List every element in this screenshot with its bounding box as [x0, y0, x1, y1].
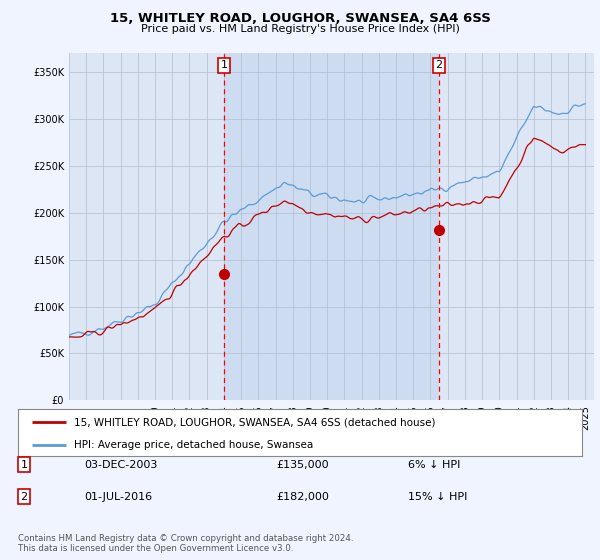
Text: 15% ↓ HPI: 15% ↓ HPI [408, 492, 467, 502]
Text: 1: 1 [20, 460, 28, 470]
Text: 2: 2 [20, 492, 28, 502]
Text: 03-DEC-2003: 03-DEC-2003 [84, 460, 157, 470]
Text: 1: 1 [220, 60, 227, 71]
Text: Price paid vs. HM Land Registry's House Price Index (HPI): Price paid vs. HM Land Registry's House … [140, 24, 460, 34]
Bar [224, 53, 439, 400]
Text: 15, WHITLEY ROAD, LOUGHOR, SWANSEA, SA4 6SS (detached house): 15, WHITLEY ROAD, LOUGHOR, SWANSEA, SA4 … [74, 417, 436, 427]
Text: 15, WHITLEY ROAD, LOUGHOR, SWANSEA, SA4 6SS: 15, WHITLEY ROAD, LOUGHOR, SWANSEA, SA4 … [110, 12, 490, 25]
Text: £182,000: £182,000 [276, 492, 329, 502]
Text: 2: 2 [436, 60, 443, 71]
Text: Contains HM Land Registry data © Crown copyright and database right 2024.
This d: Contains HM Land Registry data © Crown c… [18, 534, 353, 553]
Text: 6% ↓ HPI: 6% ↓ HPI [408, 460, 460, 470]
Text: £135,000: £135,000 [276, 460, 329, 470]
Text: 01-JUL-2016: 01-JUL-2016 [84, 492, 152, 502]
Text: HPI: Average price, detached house, Swansea: HPI: Average price, detached house, Swan… [74, 440, 314, 450]
